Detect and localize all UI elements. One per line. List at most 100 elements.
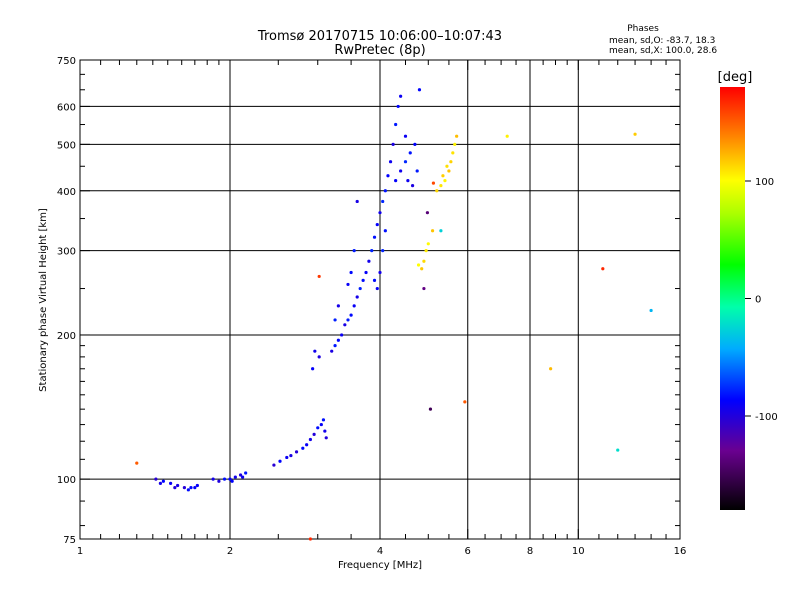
data-point [420, 267, 424, 271]
data-point [422, 259, 426, 263]
data-point [313, 349, 317, 353]
data-point [346, 318, 350, 322]
data-point [399, 94, 403, 98]
data-point [189, 486, 193, 490]
data-point [352, 249, 356, 253]
data-point [193, 486, 197, 490]
data-point [333, 344, 337, 348]
data-points [135, 88, 653, 541]
colorbar-tick-label: -100 [755, 412, 778, 423]
data-point [443, 179, 447, 183]
x-tick-label: 2 [227, 546, 233, 557]
colorbar-ticks: 100 0 -100 [745, 177, 778, 423]
data-point [453, 142, 457, 146]
y-axis-ticks: 75 100 200 300 400 500 600 750 [57, 56, 680, 546]
data-point [381, 199, 385, 204]
data-point [447, 169, 451, 173]
colorbar-tick-label: 0 [755, 295, 761, 306]
data-point [425, 211, 430, 215]
data-point [233, 475, 237, 479]
y-tick-label: 75 [63, 535, 76, 546]
data-point [349, 313, 353, 317]
data-point [416, 263, 421, 267]
data-point [430, 229, 435, 233]
data-point [449, 160, 453, 164]
data-point [633, 132, 637, 136]
data-point [294, 450, 299, 454]
chart-subtitle: RwPretec (8p) [334, 43, 425, 58]
data-point [383, 189, 387, 193]
data-point [343, 323, 347, 327]
data-point [211, 477, 215, 481]
x-tick-label: 16 [674, 546, 687, 557]
data-point [316, 426, 320, 430]
data-point [649, 308, 653, 313]
data-point [367, 259, 371, 263]
data-point [439, 229, 443, 233]
data-point [158, 481, 163, 485]
data-point [381, 249, 385, 253]
data-point [375, 222, 379, 227]
data-point [378, 211, 382, 215]
phase-stats-o: mean, sd,O: -83.7, 18.3 [609, 36, 715, 46]
chart-title: Tromsø 20170715 10:06:00–10:07:43 [257, 29, 502, 44]
data-point [406, 179, 410, 183]
data-point [352, 304, 356, 308]
data-point [340, 333, 344, 337]
y-tick-label: 200 [57, 331, 76, 342]
data-point [285, 455, 289, 460]
data-point [311, 367, 315, 371]
data-point [278, 459, 282, 463]
data-point [372, 278, 377, 282]
data-point [272, 463, 276, 467]
data-point [355, 295, 359, 299]
data-point [422, 286, 426, 291]
data-point [319, 422, 323, 427]
data-point [601, 267, 605, 271]
y-tick-label: 750 [57, 56, 76, 67]
data-point [375, 286, 379, 291]
grid-lines [80, 60, 680, 539]
data-point [186, 488, 190, 492]
data-point [289, 453, 293, 458]
data-point [396, 104, 400, 109]
data-point [228, 477, 232, 481]
colorbar-tick-label: 100 [755, 177, 774, 188]
data-point [238, 473, 243, 477]
data-point [394, 122, 398, 127]
data-point [408, 151, 412, 155]
data-point [355, 199, 359, 204]
x-tick-label: 10 [572, 546, 585, 557]
colorbar-label: [deg] [718, 70, 753, 85]
data-point [323, 429, 327, 433]
data-point [505, 134, 509, 138]
data-point [195, 483, 199, 488]
data-point [378, 270, 382, 275]
x-tick-label: 1 [77, 546, 83, 557]
data-point [364, 270, 368, 275]
data-point [439, 184, 443, 188]
data-point [336, 338, 340, 342]
data-point [324, 436, 328, 440]
data-point [161, 479, 165, 483]
data-point [428, 407, 433, 411]
data-point [383, 229, 387, 233]
data-point [372, 235, 377, 239]
y-tick-label: 600 [57, 102, 76, 113]
x-axis-ticks: 1 2 4 6 8 10 16 [77, 60, 687, 557]
data-point [305, 443, 309, 447]
data-point [321, 418, 326, 422]
data-point [424, 249, 428, 253]
data-point [386, 174, 390, 178]
data-point [308, 537, 313, 541]
data-point [431, 181, 436, 185]
data-point [135, 461, 139, 465]
x-tick-label: 6 [465, 546, 471, 557]
data-point [435, 189, 439, 193]
data-point [394, 179, 398, 183]
data-point [182, 486, 186, 490]
data-point [301, 446, 305, 450]
data-point [417, 88, 422, 92]
data-point [230, 479, 234, 483]
